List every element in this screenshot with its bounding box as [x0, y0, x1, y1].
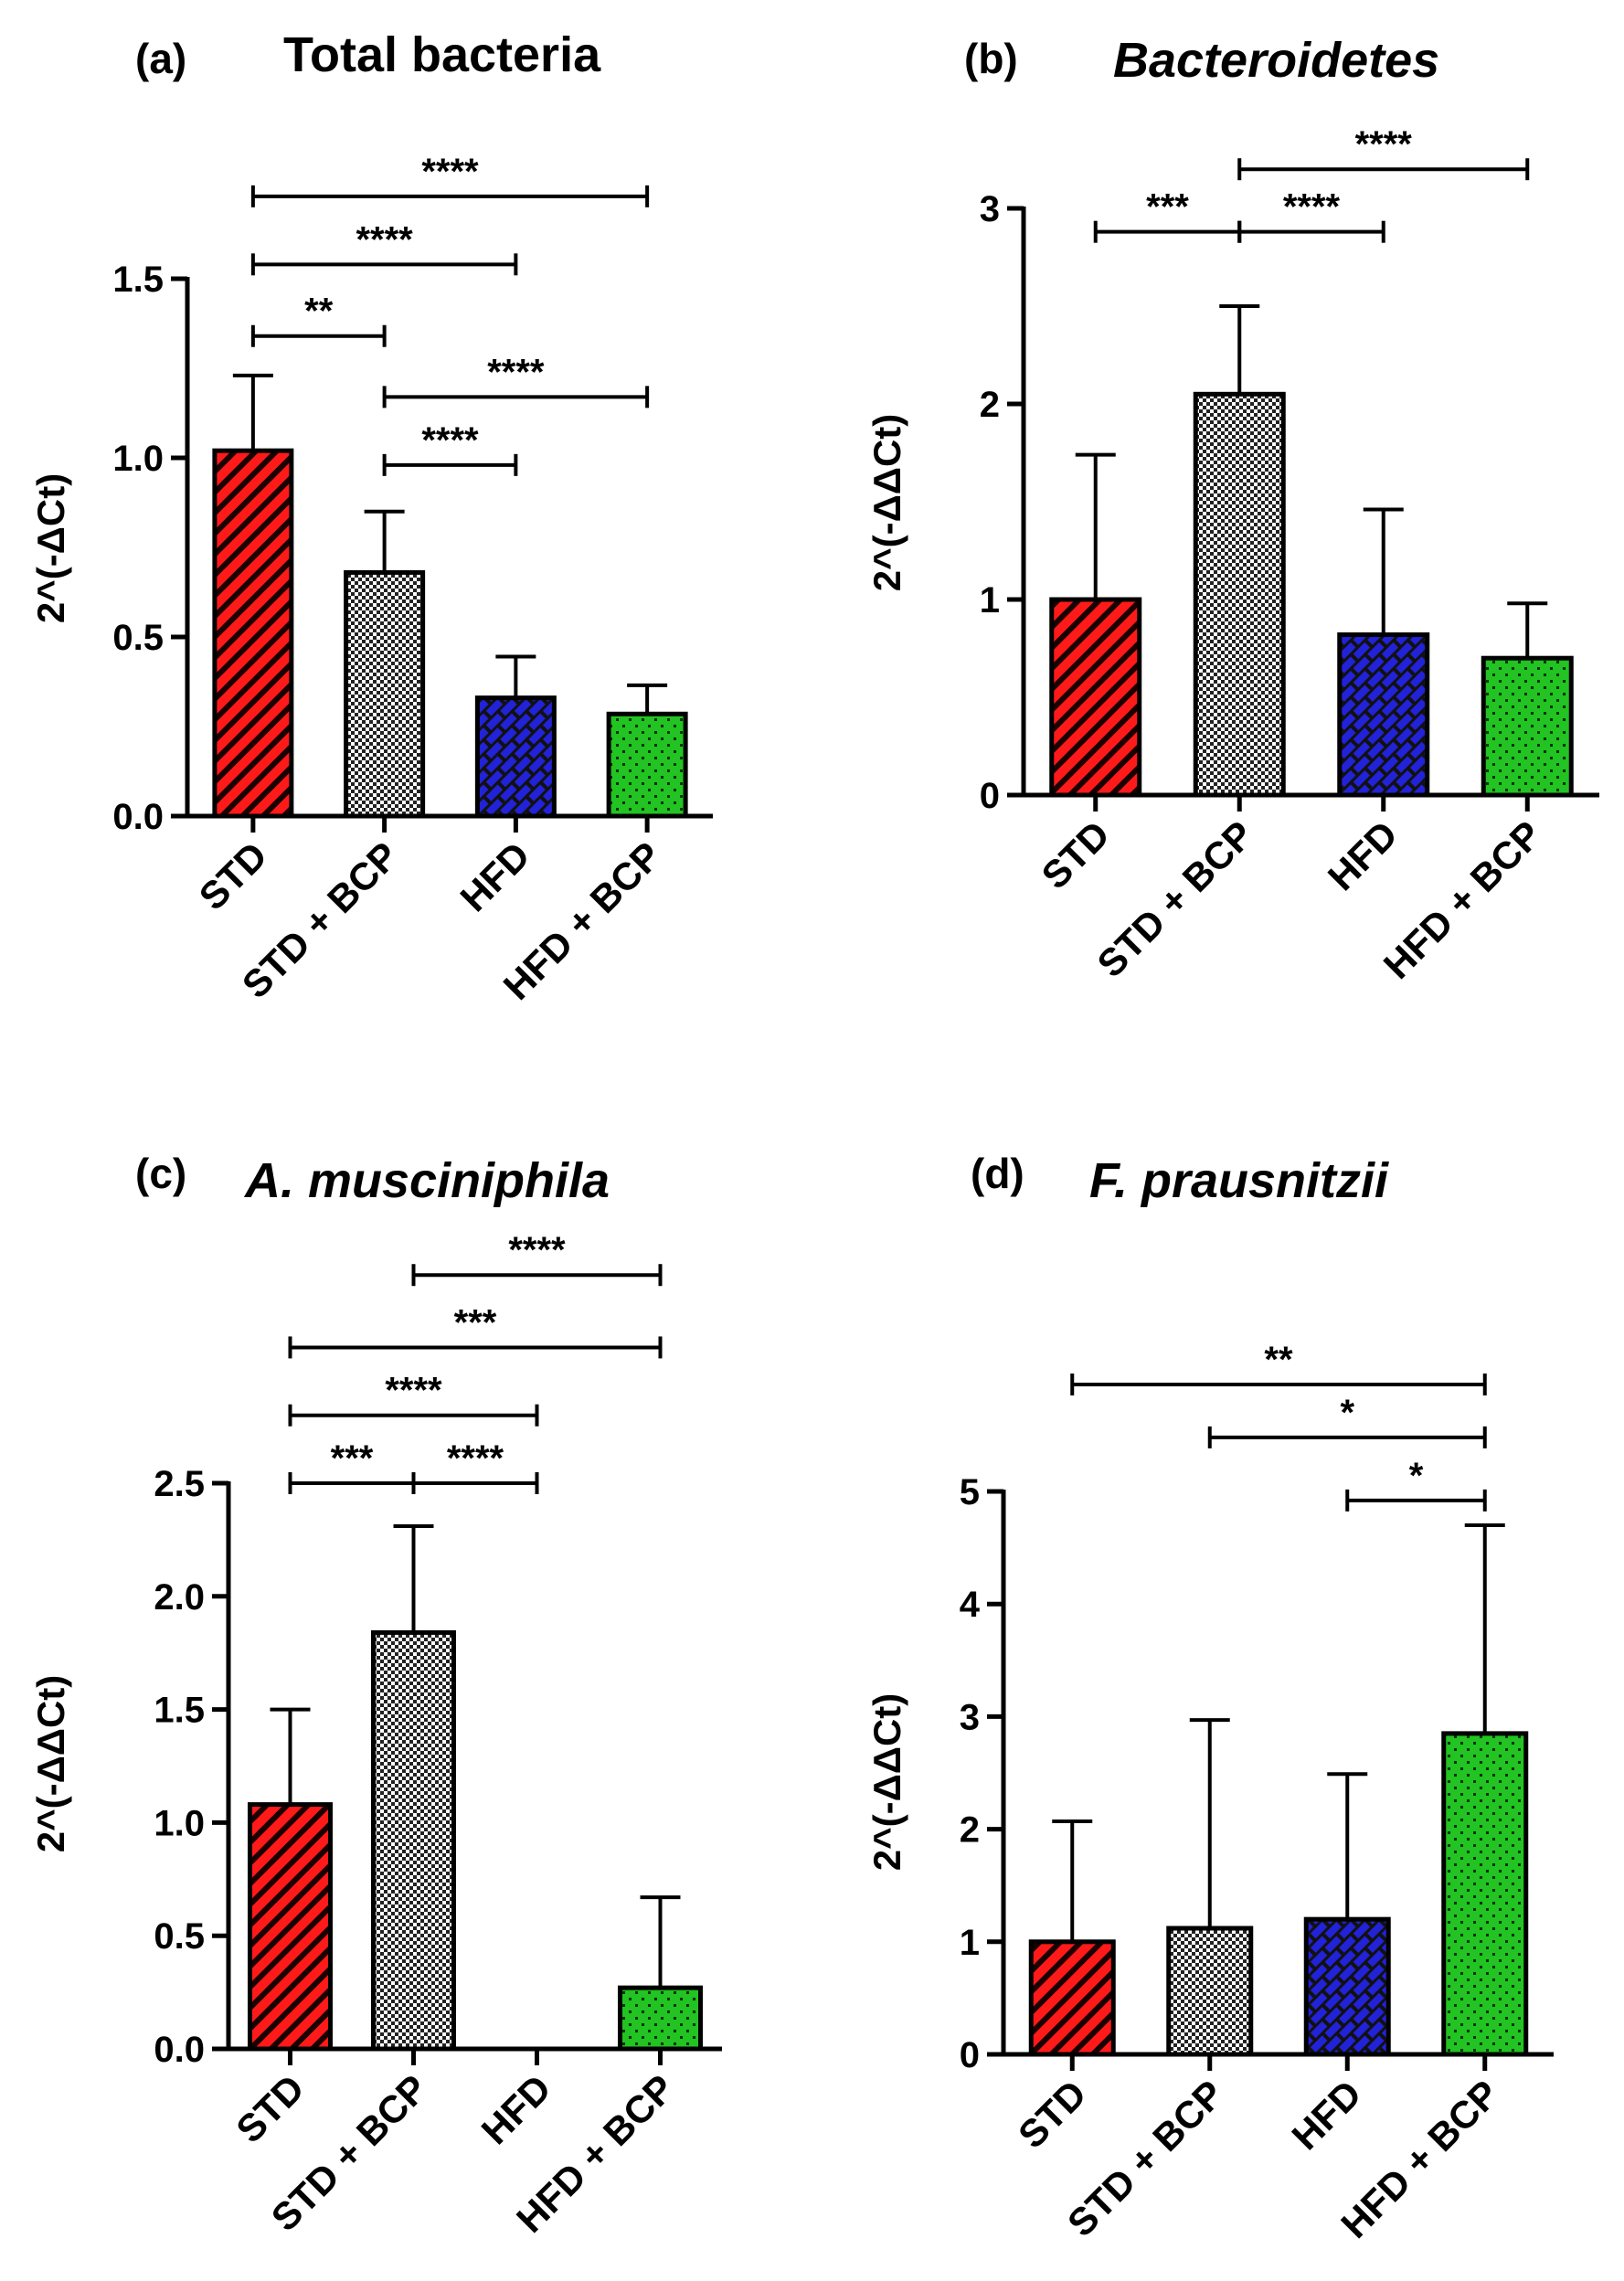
panel-a: (a) Total bacteria 0.0 0.5 1.0 1.5 2^(-ΔCt) S…	[29, 27, 713, 1008]
y-tick-label: 2.5	[154, 1464, 205, 1504]
panel-c-letter: (c)	[135, 1150, 186, 1197]
y-axis-label: 2^(-ΔΔCt)	[865, 1693, 908, 1872]
y-axis-label: 2^(-ΔCt)	[29, 473, 72, 623]
y-tick-label: 1.0	[112, 439, 164, 479]
bar-std-bcp	[1166, 1926, 1254, 2057]
y-axis-label: 2^(-ΔΔCt)	[29, 1675, 72, 1853]
bar-std	[1028, 1939, 1116, 2057]
significance-label: *	[1340, 1393, 1354, 1433]
panel-d-title: F. prausnitzii	[1089, 1153, 1389, 1208]
y-tick-label: 2	[980, 385, 1000, 425]
y-tick-label: 0.5	[154, 1916, 205, 1957]
significance-label: ****	[1355, 124, 1413, 164]
category-label-hfd: HFD	[473, 2066, 559, 2152]
y-tick-label: 1	[980, 580, 1000, 621]
panel-d-letter: (d)	[971, 1150, 1024, 1197]
significance-label: ***	[331, 1438, 374, 1479]
bar-hfd-bcp	[618, 1985, 703, 2052]
panel-b-letter: (b)	[964, 35, 1018, 82]
panel-a-title: Total bacteria	[283, 27, 601, 82]
significance-label: ****	[421, 152, 479, 192]
bar-std-bcp	[344, 569, 426, 819]
panel-c: (c) A. musciniphila 0.0 0.5 1.0 1.5 2.0 2.5 2^…	[29, 1150, 722, 2241]
category-label-std: STD	[1033, 812, 1118, 897]
y-tick-label: 1	[960, 1923, 980, 1963]
panel-a-letter: (a)	[135, 35, 186, 82]
significance-label: **	[304, 292, 334, 332]
y-tick-label: 4	[960, 1585, 981, 1625]
panel-b-title: Bacteroidetes	[1113, 33, 1439, 88]
y-tick-label: 2	[960, 1810, 980, 1851]
significance-label: ****	[1283, 187, 1341, 228]
panel-d: (d) F. prausnitzii 0123452^(-ΔΔCt)STDSTD…	[865, 1150, 1554, 2246]
category-label-std: STD	[1010, 2072, 1095, 2157]
bar-hfd-bcp	[606, 711, 688, 819]
y-tick-label: 0	[980, 776, 1000, 816]
significance-label: ****	[385, 1371, 442, 1411]
bar-hfd-bcp	[1441, 1731, 1529, 2057]
bar-hfd	[474, 695, 557, 819]
y-tick-label: 2.0	[154, 1577, 205, 1618]
panel-c-title: A. musciniphila	[243, 1153, 610, 1208]
significance-label: ****	[508, 1230, 566, 1270]
bar-hfd	[1303, 1916, 1391, 2057]
significance-label: **	[1264, 1340, 1293, 1380]
bar-std-bcp	[371, 1629, 456, 2052]
bar-std-bcp	[1193, 391, 1286, 798]
significance-label: ****	[447, 1438, 504, 1479]
bar-hfd-bcp	[1481, 655, 1574, 798]
y-tick-label: 0.0	[154, 2030, 205, 2070]
category-label-hfd: HFD	[451, 833, 537, 919]
significance-label: ****	[487, 352, 545, 392]
category-label-std: STD	[191, 833, 276, 918]
y-tick-label: 1.5	[154, 1691, 205, 1731]
significance-label: ****	[356, 219, 413, 260]
y-tick-label: 3	[960, 1697, 980, 1737]
category-label-std-bcp: STD + BCP	[1088, 812, 1261, 985]
significance-label: *	[1409, 1456, 1424, 1496]
y-tick-label: 1.5	[112, 260, 164, 300]
y-tick-label: 3	[980, 189, 1000, 229]
significance-label: ***	[1146, 187, 1189, 228]
significance-label: ****	[421, 420, 479, 461]
y-tick-label: 0.0	[112, 797, 164, 837]
bar-std	[1049, 597, 1142, 798]
category-label-hfd: HFD	[1283, 2072, 1369, 2158]
y-tick-label: 0.5	[112, 618, 164, 658]
y-tick-label: 5	[960, 1472, 980, 1512]
category-label-std: STD	[228, 2066, 313, 2151]
y-tick-label: 1.0	[154, 1803, 205, 1843]
significance-label: ***	[454, 1302, 497, 1342]
bar-std	[248, 1802, 333, 2052]
category-label-hfd: HFD	[1320, 812, 1406, 898]
y-axis-label: 2^(-ΔΔCt)	[865, 414, 908, 592]
bar-std	[212, 448, 294, 819]
bar-hfd	[1337, 632, 1430, 798]
y-tick-label: 0	[960, 2035, 980, 2075]
